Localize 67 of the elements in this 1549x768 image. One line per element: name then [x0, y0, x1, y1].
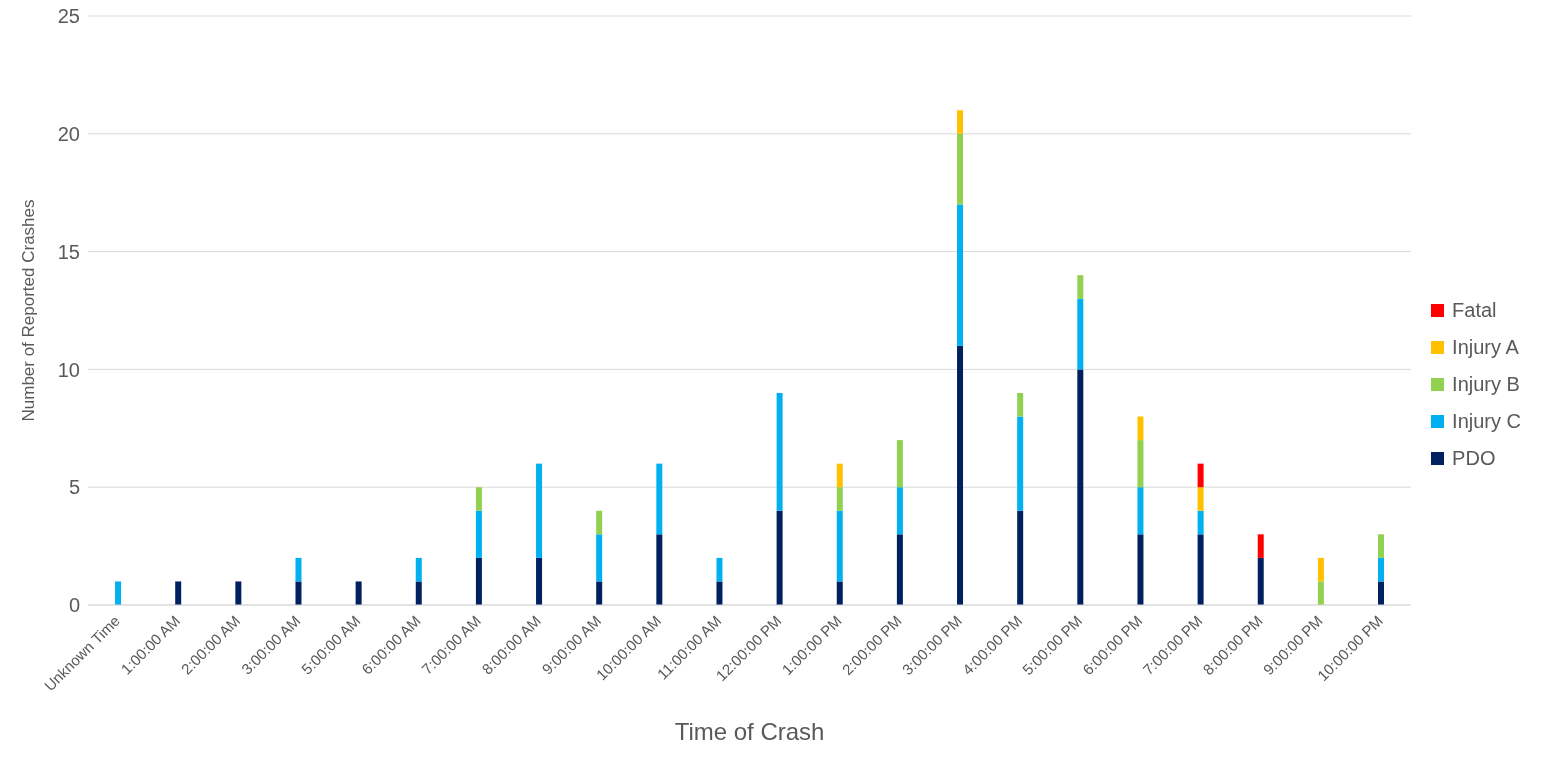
bar [1257, 534, 1264, 558]
legend-label: Injury B [1452, 372, 1520, 396]
bar [1197, 463, 1204, 488]
bar [1017, 510, 1024, 605]
bar [415, 581, 422, 605]
x-axis-title: Time of Crash [674, 718, 825, 745]
bar [1197, 510, 1204, 535]
bar [536, 557, 543, 605]
bar [1137, 440, 1144, 488]
y-tick-label: 25 [57, 5, 80, 28]
bar [1137, 534, 1144, 605]
bar [1077, 369, 1084, 605]
bar [957, 133, 964, 205]
legend-label: Injury C [1452, 409, 1521, 433]
bar [1077, 275, 1084, 299]
bar [1017, 392, 1024, 417]
legend-label: Fatal [1452, 298, 1497, 322]
bar [295, 581, 302, 605]
bar [1017, 416, 1024, 511]
bar [656, 534, 663, 605]
bar [355, 581, 362, 605]
bar [415, 557, 422, 582]
bar [475, 487, 482, 511]
y-axis-title: Number of Reported Crashes [19, 199, 39, 422]
bar [957, 204, 964, 346]
y-tick-label: 10 [57, 358, 80, 381]
legend-label: Injury A [1452, 335, 1519, 359]
y-tick-label: 0 [68, 594, 80, 617]
bar [536, 463, 543, 558]
bar [1137, 416, 1144, 441]
bar [957, 345, 964, 605]
bar [295, 557, 302, 582]
bar [1378, 557, 1385, 582]
bar [656, 463, 663, 535]
bar [475, 510, 482, 558]
bar [1137, 487, 1144, 535]
y-tick-label: 15 [57, 240, 80, 263]
bar [716, 581, 723, 605]
legend-label: PDO [1452, 446, 1496, 470]
bar [235, 581, 242, 605]
bar [1378, 534, 1385, 558]
bar [776, 510, 783, 605]
bar [1378, 581, 1385, 605]
bar [776, 392, 783, 511]
bar [896, 487, 903, 535]
bar [896, 440, 903, 488]
bar [596, 510, 603, 535]
bar [896, 534, 903, 605]
bar [836, 581, 843, 605]
bar [716, 557, 723, 582]
bar [836, 487, 843, 511]
y-tick-label: 5 [68, 476, 80, 499]
bar [115, 581, 122, 605]
bar [1317, 581, 1324, 605]
bar [836, 463, 843, 488]
bar [175, 581, 182, 605]
bar [596, 581, 603, 605]
bar [1197, 534, 1204, 605]
bar [836, 510, 843, 582]
bar [475, 557, 482, 605]
bar [1197, 487, 1204, 511]
bar [957, 110, 964, 134]
bar [1317, 557, 1324, 582]
bar [596, 534, 603, 582]
y-tick-label: 20 [57, 122, 80, 145]
bar [1077, 298, 1084, 370]
bar [1257, 557, 1264, 605]
